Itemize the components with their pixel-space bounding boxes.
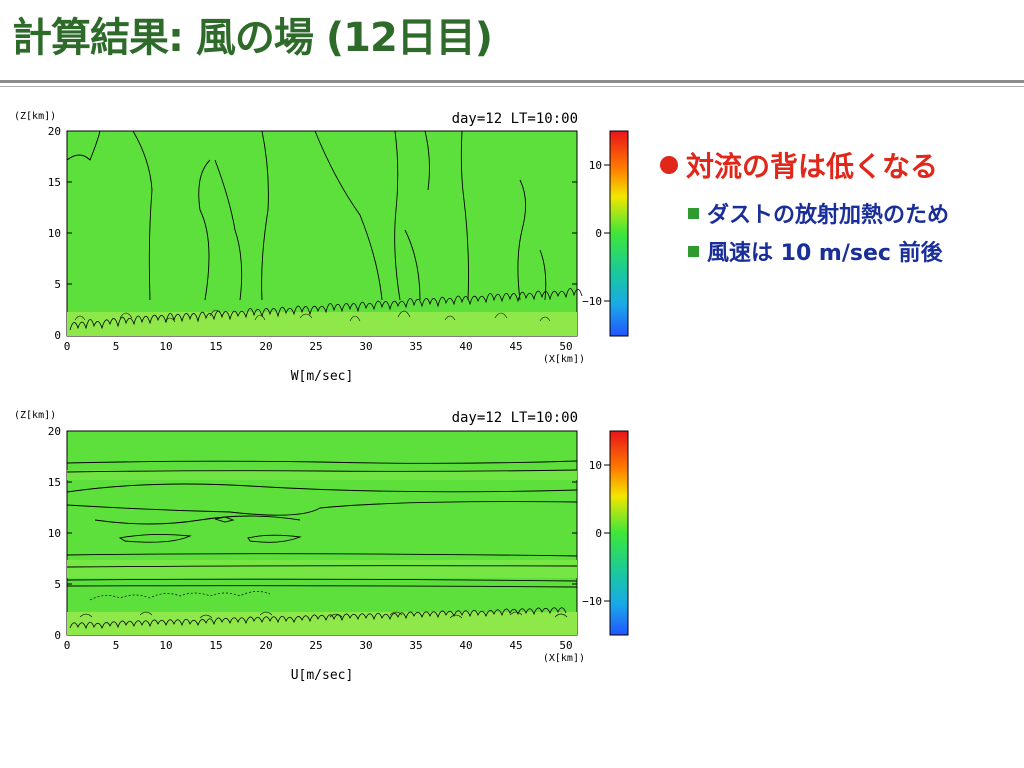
slide-title: 計算結果: 風の場 (12日目) — [12, 15, 493, 61]
cbar-tick-u-0: 0 — [595, 527, 602, 540]
xtick-label-w-40: 40 — [459, 340, 472, 353]
plot-area-u — [66, 430, 578, 636]
cbar-tick-w-0: 0 — [595, 227, 602, 240]
bullet-square-icon — [688, 207, 699, 219]
xlabel-w: (X[km]) — [543, 354, 585, 365]
bullet-sub-2: 風速は 10 m/sec 前後 — [688, 235, 1020, 267]
xtick-label-u-25: 25 — [309, 639, 322, 652]
colorbar-u — [609, 430, 629, 636]
xtick-label-u-5: 5 — [113, 639, 120, 652]
ytick-label-w-10: 10 — [48, 227, 61, 240]
xtick-label-w-10: 10 — [159, 340, 172, 353]
plot-area-w — [66, 130, 578, 337]
variable-label-u: U[m/sec] — [291, 668, 354, 683]
ylabel-w: (Z[km]) — [14, 111, 56, 122]
ytick-label-w-5: 5 — [54, 278, 61, 291]
xtick-label-u-15: 15 — [209, 639, 222, 652]
ytick-label-u-15: 15 — [48, 476, 61, 489]
xtick-label-w-20: 20 — [259, 340, 272, 353]
boundary-layer-u — [67, 591, 577, 635]
xtick-label-w-15: 15 — [209, 340, 222, 353]
xtick-label-w-50: 50 — [559, 340, 572, 353]
xtick-label-u-50: 50 — [559, 639, 572, 652]
title-divider — [0, 80, 1024, 83]
xtick-label-w-5: 5 — [113, 340, 120, 353]
bullet-main: 対流の背は低くなる — [660, 145, 1020, 185]
xtick-label-w-35: 35 — [409, 340, 422, 353]
xtick-label-u-35: 35 — [409, 639, 422, 652]
ytick-label-u-5: 5 — [54, 578, 61, 591]
yticks-w — [67, 130, 577, 285]
cbar-tick-u-10: 10 — [589, 459, 602, 472]
contours-u — [66, 460, 578, 588]
bullet-main-text: 対流の背は低くなる — [686, 150, 939, 183]
cbar-tick-w-m10: −10 — [582, 295, 602, 308]
xtick-label-w-0: 0 — [64, 340, 71, 353]
ytick-label-u-10: 10 — [48, 527, 61, 540]
time-label-w: day=12 LT=10:00 — [452, 111, 578, 127]
ytick-label-u-20: 20 — [48, 425, 61, 438]
time-label-u: day=12 LT=10:00 — [452, 410, 578, 426]
ylabel-u: (Z[km]) — [14, 410, 56, 421]
xlabel-u: (X[km]) — [543, 653, 585, 664]
xtick-label-u-20: 20 — [259, 639, 272, 652]
xtick-label-u-40: 40 — [459, 639, 472, 652]
bullet-dot-icon — [660, 156, 678, 174]
bullet-sub-text-2: 風速は 10 m/sec 前後 — [707, 241, 943, 266]
ytick-label-u-0: 0 — [54, 629, 61, 642]
variable-label-w: W[m/sec] — [291, 369, 354, 384]
xtick-label-u-45: 45 — [509, 639, 522, 652]
xtick-label-w-30: 30 — [359, 340, 372, 353]
xtick-label-u-10: 10 — [159, 639, 172, 652]
xtick-label-w-25: 25 — [309, 340, 322, 353]
bullet-list: 対流の背は低くなる ダストの放射加熱のため 風速は 10 m/sec 前後 — [660, 145, 1020, 273]
cbar-tick-u-m10: −10 — [582, 595, 602, 608]
boundary-layer-w — [67, 288, 583, 336]
xtick-label-u-30: 30 — [359, 639, 372, 652]
chart-u: 20 15 10 5 0 0 5 10 15 20 25 30 35 40 45… — [14, 410, 629, 683]
bullet-sub-text-1: ダストの放射加熱のため — [707, 203, 950, 228]
ytick-label-w-15: 15 — [48, 176, 61, 189]
xtick-label-u-0: 0 — [64, 639, 71, 652]
bullet-sub-1: ダストの放射加熱のため — [688, 197, 1020, 229]
ytick-label-w-0: 0 — [54, 329, 61, 342]
colorbar-w — [609, 130, 629, 337]
xtick-label-w-45: 45 — [509, 340, 522, 353]
contours-w — [66, 130, 547, 301]
chart-w: 20 15 10 5 0 0 5 10 15 20 25 30 35 40 45… — [14, 111, 629, 384]
bullet-square-icon — [688, 245, 699, 257]
title-divider-thin — [0, 86, 1024, 87]
cbar-tick-w-10: 10 — [589, 159, 602, 172]
ytick-label-w-20: 20 — [48, 125, 61, 138]
